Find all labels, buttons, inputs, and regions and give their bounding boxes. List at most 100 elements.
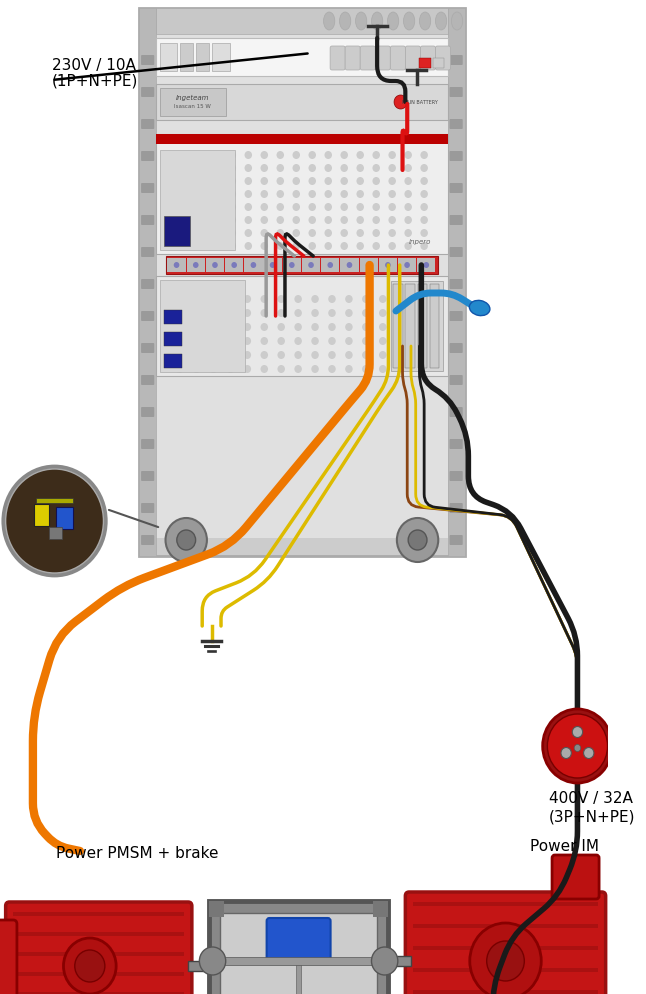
Circle shape <box>340 164 348 172</box>
Circle shape <box>227 309 234 317</box>
Ellipse shape <box>419 12 431 30</box>
Bar <box>13 952 184 956</box>
Bar <box>165 256 438 274</box>
Circle shape <box>176 323 183 331</box>
Bar <box>388 956 411 966</box>
Circle shape <box>357 190 364 198</box>
Circle shape <box>229 229 236 237</box>
Circle shape <box>260 229 268 237</box>
Circle shape <box>543 709 612 783</box>
Circle shape <box>421 216 428 224</box>
Circle shape <box>200 947 225 975</box>
Circle shape <box>277 295 285 303</box>
FancyBboxPatch shape <box>450 471 463 481</box>
Bar <box>296 961 302 994</box>
FancyBboxPatch shape <box>141 215 154 225</box>
Circle shape <box>63 938 116 994</box>
Circle shape <box>309 164 316 172</box>
Circle shape <box>251 262 256 268</box>
Bar <box>163 310 182 324</box>
FancyBboxPatch shape <box>450 311 463 321</box>
Circle shape <box>165 518 207 562</box>
Circle shape <box>244 337 251 345</box>
Bar <box>430 284 439 368</box>
Circle shape <box>421 151 428 159</box>
Circle shape <box>311 337 319 345</box>
Circle shape <box>345 323 353 331</box>
Circle shape <box>357 203 364 211</box>
Circle shape <box>227 337 234 345</box>
FancyBboxPatch shape <box>141 407 154 417</box>
Circle shape <box>311 323 319 331</box>
Bar <box>379 258 397 272</box>
FancyBboxPatch shape <box>141 503 154 513</box>
FancyBboxPatch shape <box>405 46 421 70</box>
Circle shape <box>244 295 251 303</box>
Circle shape <box>276 203 284 211</box>
Circle shape <box>362 309 370 317</box>
Bar <box>398 258 416 272</box>
Circle shape <box>210 337 217 345</box>
Ellipse shape <box>371 12 383 30</box>
Bar <box>160 43 177 71</box>
Circle shape <box>404 242 412 250</box>
Circle shape <box>293 229 300 237</box>
Circle shape <box>227 295 234 303</box>
Circle shape <box>421 229 428 237</box>
Circle shape <box>340 177 348 185</box>
Circle shape <box>196 229 204 237</box>
Bar <box>448 8 464 556</box>
Circle shape <box>421 190 428 198</box>
Circle shape <box>277 309 285 317</box>
Bar <box>167 258 185 272</box>
Circle shape <box>295 365 302 373</box>
Circle shape <box>404 190 412 198</box>
Circle shape <box>357 164 364 172</box>
Text: Ingeteam: Ingeteam <box>176 95 209 101</box>
Circle shape <box>328 309 336 317</box>
Circle shape <box>394 95 407 109</box>
FancyBboxPatch shape <box>450 151 463 161</box>
FancyBboxPatch shape <box>421 46 435 70</box>
Circle shape <box>293 203 300 211</box>
Circle shape <box>388 177 396 185</box>
FancyBboxPatch shape <box>375 46 390 70</box>
Circle shape <box>176 351 183 359</box>
FancyBboxPatch shape <box>450 503 463 513</box>
Bar <box>156 276 448 376</box>
Circle shape <box>210 309 217 317</box>
Circle shape <box>193 337 200 345</box>
Circle shape <box>276 164 284 172</box>
FancyBboxPatch shape <box>141 247 154 257</box>
Circle shape <box>340 190 348 198</box>
Bar <box>180 43 193 71</box>
FancyBboxPatch shape <box>141 183 154 193</box>
Circle shape <box>213 164 220 172</box>
Bar <box>417 258 435 272</box>
Circle shape <box>345 365 353 373</box>
FancyBboxPatch shape <box>450 247 463 257</box>
Circle shape <box>245 229 252 237</box>
Bar <box>156 84 448 120</box>
Circle shape <box>311 295 319 303</box>
FancyBboxPatch shape <box>141 311 154 321</box>
Ellipse shape <box>452 12 463 30</box>
Circle shape <box>245 190 252 198</box>
FancyBboxPatch shape <box>450 375 463 385</box>
Bar <box>373 901 388 917</box>
Bar <box>156 134 448 254</box>
Circle shape <box>277 337 285 345</box>
Circle shape <box>404 216 412 224</box>
Circle shape <box>340 216 348 224</box>
Circle shape <box>388 229 396 237</box>
Circle shape <box>210 323 217 331</box>
Circle shape <box>277 323 285 331</box>
Circle shape <box>373 151 380 159</box>
FancyBboxPatch shape <box>6 902 192 994</box>
Bar <box>321 258 339 272</box>
Circle shape <box>373 203 380 211</box>
Bar <box>160 280 245 372</box>
Circle shape <box>362 365 370 373</box>
Bar <box>405 284 415 368</box>
Circle shape <box>421 242 428 250</box>
